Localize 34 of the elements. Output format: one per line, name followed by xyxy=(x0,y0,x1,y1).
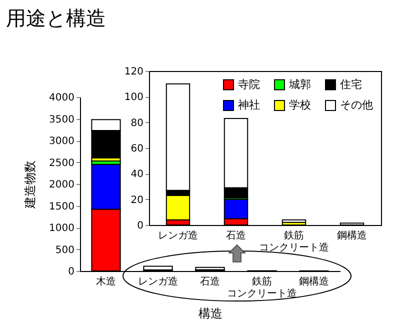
x-tick-label: レンガ造 xyxy=(158,230,198,242)
x-tick-label: 鋼構造 xyxy=(337,230,367,242)
y-tick-label: 1500 xyxy=(49,201,74,212)
y-tick-label: 120 xyxy=(124,66,144,78)
legend-label: 神社 xyxy=(238,98,260,112)
y-tick-label: 100 xyxy=(124,92,144,104)
y-tick-label: 500 xyxy=(55,244,74,256)
y-tick-label: 2500 xyxy=(49,158,74,169)
legend-label: 城郭 xyxy=(288,78,311,91)
chart-title: 用途と構造 xyxy=(6,6,106,30)
legend-label: 学校 xyxy=(289,98,311,112)
x-tick-label: 鋼構造 xyxy=(299,276,329,288)
x-tick-label: 鉄筋コンクリート造 xyxy=(227,276,297,300)
legend-label: 寺院 xyxy=(238,78,260,91)
y-tick-label: 0 xyxy=(68,266,74,278)
y-tick-label: 3000 xyxy=(49,136,74,147)
legend-label: 住宅 xyxy=(340,78,362,91)
legend-label: その他 xyxy=(340,98,373,112)
y-tick-label: 60 xyxy=(130,144,144,154)
x-tick-label: 鉄筋コンクリート造 xyxy=(259,230,329,254)
y-tick-label: 4000 xyxy=(49,92,74,104)
y-tick-label: 3500 xyxy=(49,114,74,126)
x-tick-label: 木造 xyxy=(96,276,116,288)
y-tick-label: 2000 xyxy=(49,180,74,190)
x-tick-label: レンガ造 xyxy=(138,276,178,288)
x-tick-label: 石造 xyxy=(200,276,220,288)
y-tick-label: 80 xyxy=(130,118,144,129)
y-tick-label: 40 xyxy=(130,169,144,180)
y-axis-title: 建造物数 xyxy=(23,160,38,210)
x-axis-title: 構造 xyxy=(198,306,222,320)
y-tick-label: 20 xyxy=(130,194,144,206)
x-tick-label: 石造 xyxy=(226,230,246,242)
y-tick-label: 0 xyxy=(137,220,144,232)
y-tick-label: 1000 xyxy=(49,223,74,234)
